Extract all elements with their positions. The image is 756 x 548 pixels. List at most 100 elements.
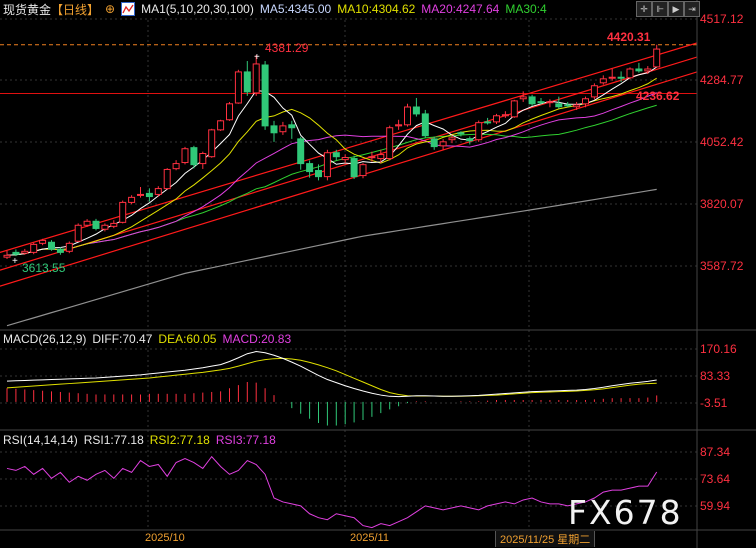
candle [510, 99, 518, 118]
price-panel: ++ [0, 42, 697, 327]
grid-lines [0, 18, 697, 530]
play-tool-icon[interactable]: ▶ [668, 1, 684, 17]
macd-tick: 83.33 [700, 369, 731, 383]
x-label: 2025/11 [350, 532, 389, 544]
macd-header: MACD(26,12,9) DIFF:70.47 DEA:60.05 MACD:… [3, 331, 291, 347]
candle-body [608, 76, 616, 79]
candle-body [359, 164, 367, 177]
rsi-tick: 59.94 [700, 499, 731, 513]
macd-panel [6, 351, 658, 426]
candle-body [421, 113, 429, 137]
candle-body [564, 104, 572, 107]
candle-body [412, 106, 420, 115]
dea-line [6, 357, 657, 397]
candle [217, 119, 225, 131]
candle-body [243, 71, 251, 93]
rsi-header: RSI(14,14,14) RSI1:77.18 RSI2:77.18 RSI3… [3, 432, 276, 448]
channel-trendline [0, 71, 697, 287]
price-header: 现货黄金 【日线】 ⊕ MA1(5,10,20,30,100) MA5:4345… [3, 1, 547, 17]
candle-body [56, 248, 64, 253]
candle-body [199, 153, 207, 165]
candle-body [635, 68, 643, 72]
candle-body [30, 243, 38, 253]
low-marker: + [12, 256, 18, 267]
candle-body [65, 242, 73, 252]
candle [21, 248, 29, 255]
candle-body [466, 138, 474, 142]
ma-indicator-icon[interactable] [121, 2, 136, 16]
candle-body [83, 220, 91, 226]
candle [3, 250, 11, 260]
candle [475, 120, 483, 142]
candle [199, 151, 207, 169]
candle-body [395, 124, 403, 127]
price-tick: 3587.72 [700, 259, 744, 273]
candle [582, 96, 589, 108]
candle-body [208, 129, 216, 158]
candle-body [519, 96, 527, 100]
candle-body [439, 141, 447, 147]
candle-body [315, 170, 322, 178]
candle-body [234, 71, 242, 104]
candle-body [377, 154, 385, 160]
candle-body [404, 106, 411, 126]
candle [617, 71, 625, 83]
ma10-line [6, 77, 657, 256]
candle [48, 240, 55, 251]
candle-body [528, 96, 536, 105]
candle [519, 91, 527, 102]
candle [421, 109, 429, 138]
rsi-tick: 87.34 [700, 445, 731, 459]
candle-body [590, 85, 598, 98]
crosshair-tool-icon[interactable]: ✛ [636, 1, 652, 17]
x-label-cursor-date: 2025/11/25 星期二 [495, 531, 596, 547]
candle [439, 139, 447, 150]
candle [163, 168, 171, 190]
rsi-label: RSI(14,14,14) [3, 433, 78, 447]
candle [323, 149, 331, 181]
candle-body [145, 192, 153, 198]
rsi-line [6, 455, 658, 529]
candle [528, 94, 536, 106]
candle [341, 154, 349, 164]
candle [56, 247, 64, 255]
candle [288, 120, 296, 139]
ma30-line [6, 104, 657, 256]
candle [377, 149, 385, 164]
candle-body [172, 163, 180, 170]
price-tick: 4517.12 [700, 12, 744, 26]
candle [448, 135, 456, 144]
candle-body [653, 48, 661, 68]
candle-body [101, 224, 109, 230]
candle [154, 186, 162, 197]
period-label[interactable]: 【日线】 [51, 2, 100, 17]
period-tool-icon[interactable]: ⊩ [652, 1, 668, 17]
candle-body [48, 241, 55, 250]
low-label: 3613.55 [22, 261, 66, 275]
candle [501, 111, 509, 118]
candle [252, 55, 260, 96]
candle-body [74, 224, 82, 242]
diff-value: DIFF:70.47 [92, 332, 153, 346]
candle-body [12, 251, 20, 255]
candle-body [261, 64, 269, 127]
candle-body [546, 101, 554, 104]
crosshair-icon[interactable]: ⊕ [105, 2, 116, 16]
candle-body [181, 148, 189, 164]
dea-value: DEA:60.05 [158, 332, 217, 346]
rsi-tick: 73.64 [700, 472, 731, 486]
candle [101, 223, 109, 232]
candle-body [279, 125, 287, 133]
price-tick: 4052.42 [700, 135, 744, 149]
candle-body [555, 103, 563, 108]
candle [430, 136, 438, 150]
candle [386, 125, 394, 161]
scroll-right-icon[interactable]: ⇥ [684, 1, 700, 17]
candle-body [39, 239, 47, 244]
candle-body [573, 104, 581, 108]
candle-body [341, 156, 349, 161]
macd-value: MACD:20.83 [222, 332, 292, 346]
macd-tick: -3.51 [700, 396, 728, 410]
candle [332, 149, 340, 161]
candle-body [484, 121, 492, 124]
